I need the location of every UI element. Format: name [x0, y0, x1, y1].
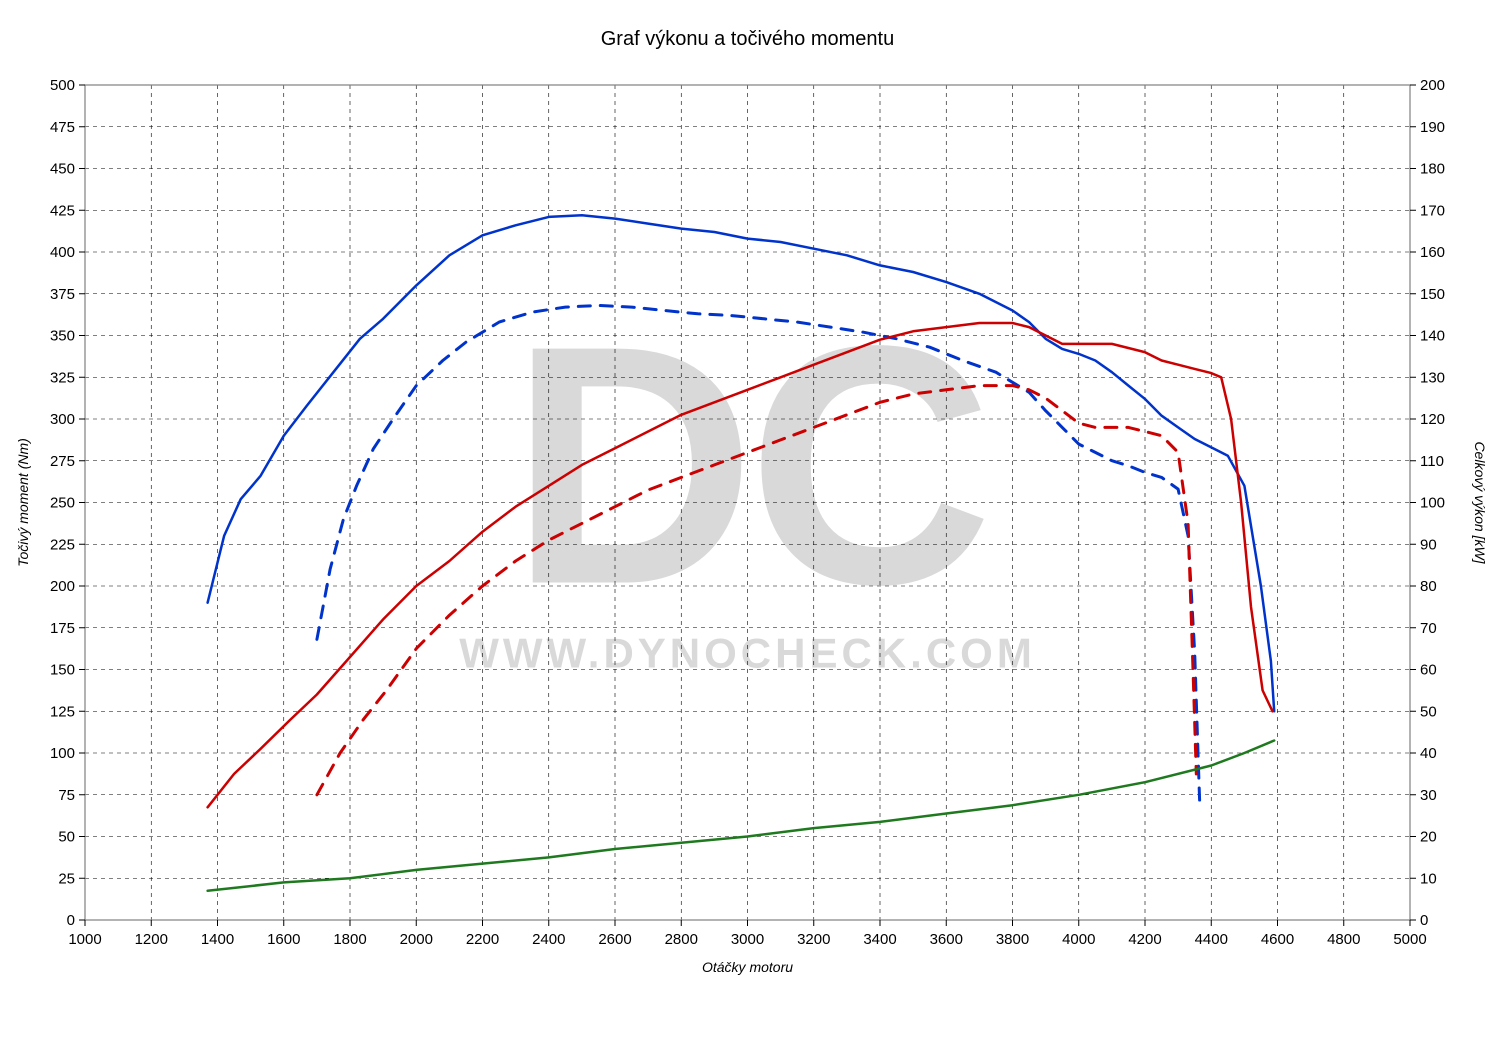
y-left-tick-label: 500: [50, 77, 75, 94]
x-tick-label: 1400: [201, 931, 234, 948]
y-right-tick-label: 150: [1420, 286, 1445, 303]
x-tick-label: 1000: [68, 931, 101, 948]
y-left-tick-label: 375: [50, 286, 75, 303]
x-tick-label: 3600: [930, 931, 963, 948]
x-tick-label: 2400: [532, 931, 565, 948]
x-tick-label: 2200: [466, 931, 499, 948]
x-tick-label: 5000: [1393, 931, 1426, 948]
y-left-tick-label: 475: [50, 119, 75, 136]
y-left-tick-label: 200: [50, 578, 75, 595]
y-right-tick-label: 140: [1420, 328, 1445, 345]
y-right-tick-label: 110: [1420, 453, 1444, 470]
y-right-tick-label: 90: [1420, 536, 1437, 553]
x-tick-label: 3400: [863, 931, 896, 948]
x-axis-label: Otáčky motoru: [702, 959, 793, 975]
y-right-tick-label: 80: [1420, 578, 1437, 595]
dyno-chart-svg: DCWWW.DYNOCHECK.COM100012001400160018002…: [0, 0, 1500, 1041]
y-left-tick-label: 350: [50, 328, 75, 345]
x-tick-label: 2000: [400, 931, 433, 948]
y-right-tick-label: 100: [1420, 495, 1445, 512]
y-right-tick-label: 160: [1420, 244, 1445, 261]
x-tick-label: 2800: [665, 931, 698, 948]
x-tick-label: 4000: [1062, 931, 1095, 948]
y-right-tick-label: 40: [1420, 745, 1437, 762]
y-left-tick-label: 25: [58, 870, 75, 887]
y-left-tick-label: 100: [50, 745, 75, 762]
y-right-tick-label: 120: [1420, 411, 1445, 428]
y-right-tick-label: 130: [1420, 369, 1445, 386]
x-tick-label: 3800: [996, 931, 1029, 948]
y-left-tick-label: 50: [58, 829, 75, 846]
x-tick-label: 1800: [333, 931, 366, 948]
y-right-tick-label: 10: [1420, 870, 1437, 887]
x-tick-label: 4600: [1261, 931, 1294, 948]
y-right-axis-label: Celkový výkon [kW]: [1472, 441, 1488, 564]
y-left-tick-label: 0: [67, 912, 75, 929]
y-left-tick-label: 275: [50, 453, 75, 470]
y-right-tick-label: 70: [1420, 620, 1437, 637]
y-left-tick-label: 425: [50, 202, 75, 219]
y-right-tick-label: 0: [1420, 912, 1428, 929]
y-left-tick-label: 300: [50, 411, 75, 428]
x-tick-label: 4800: [1327, 931, 1360, 948]
y-left-tick-label: 150: [50, 662, 75, 679]
x-tick-label: 4200: [1128, 931, 1161, 948]
x-tick-label: 3200: [797, 931, 830, 948]
chart-container: DCWWW.DYNOCHECK.COM100012001400160018002…: [0, 0, 1500, 1041]
x-tick-label: 1600: [267, 931, 300, 948]
y-right-tick-label: 20: [1420, 829, 1437, 846]
y-left-tick-label: 75: [58, 787, 75, 804]
y-left-tick-label: 125: [50, 703, 75, 720]
y-left-tick-label: 325: [50, 369, 75, 386]
chart-title: Graf výkonu a točivého momentu: [601, 28, 894, 50]
y-right-tick-label: 170: [1420, 202, 1445, 219]
x-tick-label: 4400: [1195, 931, 1228, 948]
y-right-tick-label: 190: [1420, 119, 1445, 136]
y-right-tick-label: 60: [1420, 662, 1437, 679]
y-right-tick-label: 200: [1420, 77, 1445, 94]
y-left-tick-label: 400: [50, 244, 75, 261]
x-tick-label: 3000: [731, 931, 764, 948]
y-left-tick-label: 225: [50, 536, 75, 553]
x-tick-label: 1200: [135, 931, 168, 948]
x-tick-label: 2600: [598, 931, 631, 948]
y-right-tick-label: 180: [1420, 161, 1445, 178]
y-left-tick-label: 450: [50, 161, 75, 178]
y-right-tick-label: 50: [1420, 703, 1437, 720]
y-right-tick-label: 30: [1420, 787, 1437, 804]
y-left-tick-label: 175: [50, 620, 75, 637]
y-left-tick-label: 250: [50, 495, 75, 512]
y-left-axis-label: Točivý moment (Nm): [15, 438, 31, 567]
